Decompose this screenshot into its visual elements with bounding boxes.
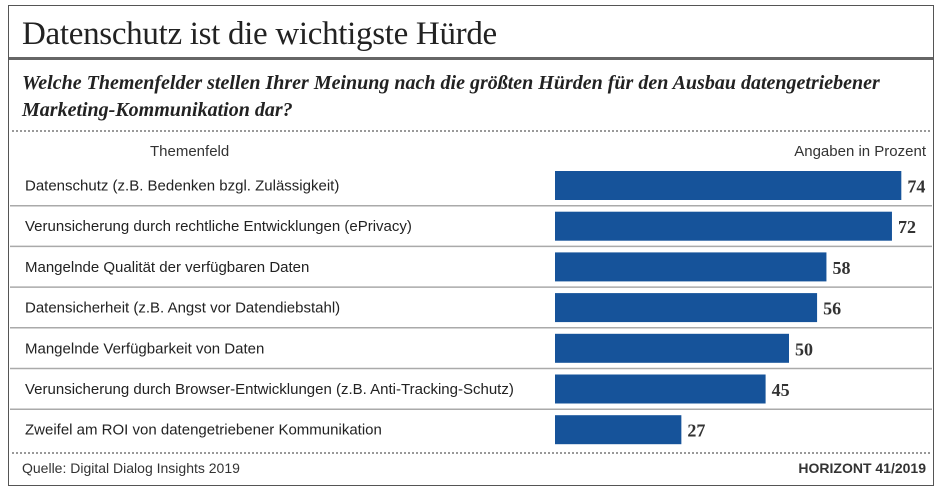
category-label: Verunsicherung durch Browser-Entwicklung… (25, 381, 514, 398)
category-label: Verunsicherung durch rechtliche Entwickl… (25, 218, 412, 235)
data-label: 74 (907, 177, 925, 197)
data-label: 56 (823, 299, 841, 319)
bar (555, 293, 818, 323)
dotted-divider-top (12, 130, 930, 132)
bar (555, 252, 827, 282)
data-label: 72 (898, 217, 916, 237)
bar (555, 171, 902, 200)
bar (555, 333, 789, 363)
category-label: Mangelnde Verfügbarkeit von Daten (25, 340, 264, 357)
publication-note: HORIZONT 41/2019 (798, 460, 926, 476)
category-label: Datensicherheit (z.B. Angst vor Datendie… (25, 300, 340, 317)
bar (555, 211, 892, 241)
category-label: Datenschutz (z.B. Bedenken bzgl. Zulässi… (25, 178, 339, 195)
bar (555, 374, 766, 404)
bar (555, 415, 682, 445)
chart-title: Datenschutz ist die wichtigste Hürde (22, 16, 497, 52)
data-label: 58 (832, 258, 850, 278)
dotted-divider-bottom (12, 452, 930, 454)
data-label: 50 (795, 339, 813, 359)
survey-question: Welche Themenfelder stellen Ihrer Meinun… (22, 72, 880, 121)
category-label: Zweifel am ROI von datengetriebener Komm… (25, 422, 382, 439)
category-header: Themenfeld (150, 143, 230, 160)
data-label: 27 (687, 421, 705, 441)
data-label: 45 (772, 380, 790, 400)
value-header: Angaben in Prozent (794, 143, 926, 160)
source-note: Quelle: Digital Dialog Insights 2019 (22, 460, 240, 476)
title-divider (9, 57, 933, 60)
chart-frame (8, 5, 934, 486)
category-label: Mangelnde Qualität der verfügbaren Daten (25, 259, 309, 276)
